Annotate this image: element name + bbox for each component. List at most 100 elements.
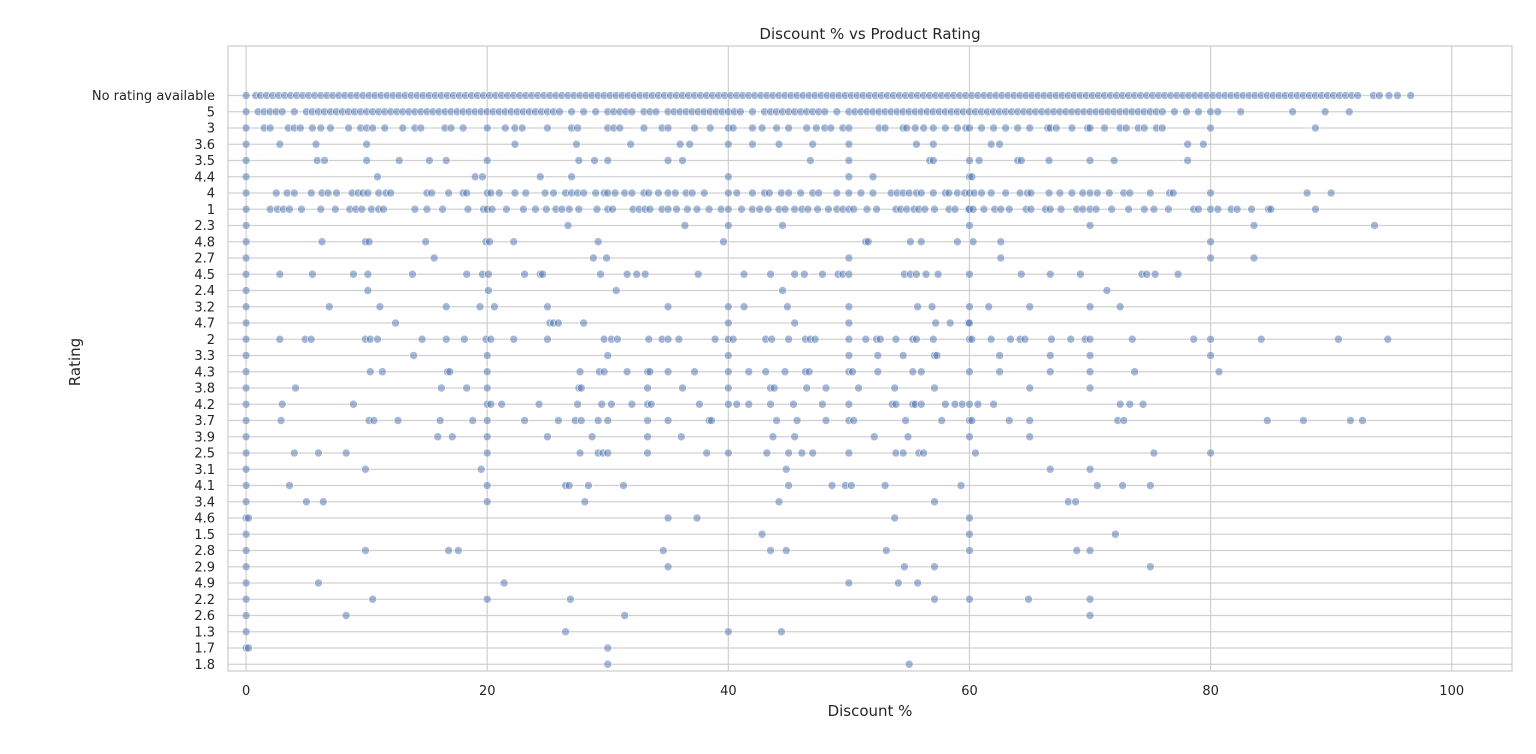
data-point — [1232, 204, 1242, 214]
y-tick-label: No rating available — [92, 89, 215, 104]
data-point — [485, 237, 494, 247]
data-point — [447, 432, 457, 442]
data-point — [1085, 383, 1095, 393]
x-tick-label: 0 — [242, 684, 250, 699]
data-point — [757, 529, 767, 539]
data-point — [1013, 123, 1022, 133]
data-point — [276, 416, 286, 425]
data-point — [538, 269, 547, 279]
data-point — [716, 204, 726, 214]
data-point — [969, 188, 979, 198]
data-point — [844, 334, 854, 344]
data-point — [744, 399, 754, 409]
data-point — [844, 156, 854, 165]
data-point — [818, 269, 827, 279]
data-point — [904, 659, 914, 669]
data-point — [1393, 91, 1402, 100]
data-point — [1358, 416, 1367, 425]
data-point — [953, 123, 962, 133]
data-point — [1045, 351, 1055, 360]
data-point — [410, 204, 420, 214]
data-point — [486, 334, 496, 344]
data-point — [912, 139, 921, 149]
data-point — [848, 367, 857, 377]
data-point — [587, 432, 597, 442]
data-point — [482, 123, 492, 133]
y-tick-label: 3.7 — [194, 414, 215, 429]
data-point — [974, 156, 984, 165]
data-point — [1072, 546, 1082, 555]
data-points — [241, 91, 1416, 669]
data-point — [241, 156, 251, 165]
data-point — [590, 156, 599, 165]
data-point — [277, 107, 287, 117]
data-point — [364, 237, 374, 247]
data-point — [1149, 448, 1159, 458]
data-point — [768, 432, 778, 442]
data-point — [446, 123, 456, 133]
data-point — [1214, 367, 1224, 377]
data-point — [374, 188, 384, 198]
data-point — [487, 204, 497, 214]
data-point — [567, 172, 576, 182]
data-point — [1183, 156, 1192, 165]
data-point — [916, 399, 926, 409]
data-point — [766, 269, 775, 279]
y-tick-label: 1.3 — [194, 625, 215, 640]
data-point — [1067, 123, 1077, 133]
data-point — [672, 204, 681, 214]
data-point — [739, 269, 749, 279]
data-point — [1150, 269, 1160, 279]
data-point — [574, 156, 584, 165]
data-point — [780, 204, 790, 214]
data-point — [380, 123, 390, 133]
data-point — [363, 269, 373, 279]
y-tick-label: 3.4 — [194, 495, 215, 510]
data-point — [393, 416, 403, 425]
data-point — [241, 318, 251, 328]
data-point — [520, 269, 529, 279]
data-point — [363, 286, 373, 295]
data-point — [813, 204, 822, 214]
data-point — [784, 448, 793, 458]
data-point — [1173, 269, 1183, 279]
data-point — [977, 188, 986, 198]
data-point — [821, 383, 831, 393]
data-point — [1045, 269, 1055, 279]
data-point — [1158, 123, 1167, 133]
data-point — [663, 367, 673, 377]
data-point — [1249, 221, 1259, 230]
y-tick-label: 4.6 — [194, 512, 215, 527]
x-tick-labels: 0 20 40 60 80 100 — [242, 684, 1464, 699]
data-point — [306, 334, 316, 344]
data-point — [363, 188, 373, 198]
data-point — [391, 318, 400, 328]
data-point — [241, 399, 251, 409]
data-point — [927, 302, 937, 312]
data-point — [362, 139, 371, 149]
data-point — [1127, 334, 1137, 344]
data-point — [1024, 594, 1033, 604]
data-point — [663, 123, 673, 133]
x-tick-label: 20 — [479, 684, 496, 699]
data-point — [844, 269, 854, 279]
y-axis-title: Rating — [66, 338, 84, 386]
data-point — [724, 139, 733, 149]
data-point — [643, 448, 652, 458]
data-point — [728, 334, 738, 344]
data-point — [1085, 334, 1095, 344]
data-point — [644, 188, 654, 198]
data-point — [1125, 399, 1135, 409]
data-point — [1206, 107, 1215, 117]
data-point — [643, 383, 652, 393]
data-point — [965, 302, 974, 312]
data-point — [1247, 204, 1256, 214]
y-tick-label: 2.7 — [194, 252, 215, 267]
data-point — [902, 123, 912, 133]
data-point — [1138, 399, 1148, 409]
y-tick-label: 2.2 — [194, 593, 215, 608]
data-point — [690, 123, 699, 133]
data-point — [812, 123, 821, 133]
data-point — [241, 253, 251, 263]
data-point — [953, 188, 962, 198]
